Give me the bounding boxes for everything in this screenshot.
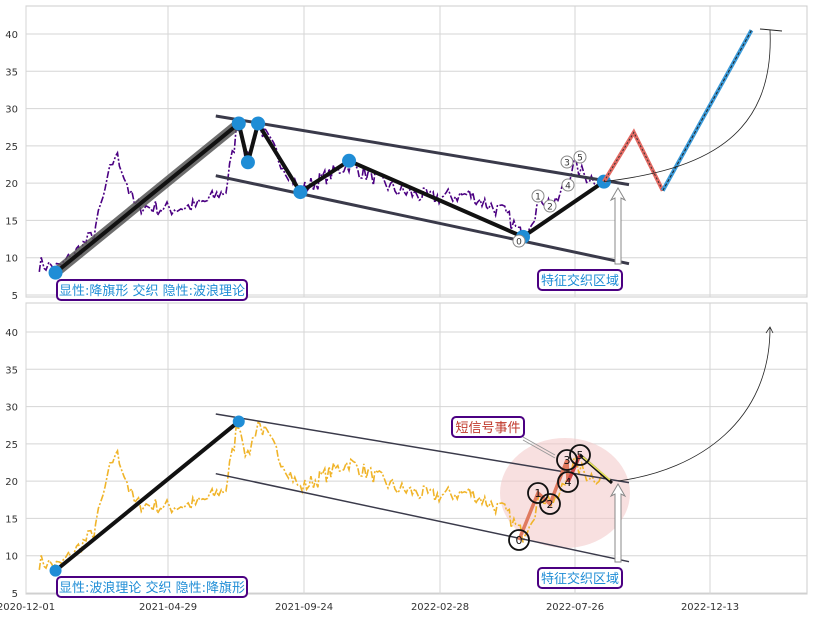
bottom-wave-label: 4 xyxy=(565,476,572,489)
top-pivot-point xyxy=(342,153,357,168)
bottom-wave-label-circle xyxy=(557,471,579,493)
bottom-flag-pole xyxy=(54,419,241,573)
top-y-tick-label: 5 xyxy=(12,291,18,302)
top-wave-label: 5 xyxy=(577,154,583,164)
bottom-price-line xyxy=(38,420,605,571)
top-y-tick-label: 15 xyxy=(5,216,18,227)
top-y-tick-label: 40 xyxy=(5,30,18,41)
bottom-pivot-point xyxy=(232,415,245,428)
top-arc xyxy=(603,29,771,183)
top-target-marker xyxy=(759,28,783,32)
bottom-feature-label-box xyxy=(537,567,623,589)
top-wave-label-circle xyxy=(573,150,587,164)
top-y-tick-label: 35 xyxy=(5,67,18,78)
top-projection-red-core xyxy=(603,131,664,191)
top-pivot-point xyxy=(251,116,266,131)
top-wave-label: 3 xyxy=(564,159,570,169)
top-pivot-point xyxy=(240,155,255,170)
top-plot-area xyxy=(25,5,808,298)
x-tick-label: 2022-02-28 xyxy=(411,602,469,613)
bottom-wave-path xyxy=(566,454,582,483)
bottom-wave-label: 5 xyxy=(577,449,584,462)
bottom-wave-label: 0 xyxy=(516,534,523,547)
top-wave-label-circle xyxy=(543,199,557,213)
top-badge-box xyxy=(56,279,248,301)
top-pivot-point xyxy=(48,265,63,280)
bottom-y-tick-label: 40 xyxy=(5,328,18,339)
top-channel-line xyxy=(215,174,630,266)
top-channel-line xyxy=(215,114,630,187)
x-tick-label: 2021-04-29 xyxy=(139,602,197,613)
bottom-wave-label: 2 xyxy=(547,498,554,511)
bottom-event-label-box xyxy=(451,416,525,438)
bottom-wave-label-circle xyxy=(556,449,578,471)
top-wave-label-circle xyxy=(512,234,526,248)
bottom-event-arrow xyxy=(522,436,556,459)
bottom-y-tick-label: 10 xyxy=(5,552,18,563)
top-y-tick-label: 20 xyxy=(5,179,18,190)
bottom-feature-arrow xyxy=(609,483,627,563)
bottom-wave-path xyxy=(517,459,570,541)
top-wave-label: 2 xyxy=(547,203,553,213)
top-wave-label: 0 xyxy=(516,238,522,248)
top-feature-label: 特征交织区域 xyxy=(541,273,619,289)
top-projection-blue-core xyxy=(662,30,752,191)
bottom-y-tick-label: 35 xyxy=(5,365,18,376)
top-pivot-point xyxy=(293,185,308,200)
top-pivot-point xyxy=(231,116,246,131)
x-tick-label: 2021-09-24 xyxy=(275,602,333,613)
bottom-wave-label-circle xyxy=(527,482,549,504)
bottom-event-label: 短信号事件 xyxy=(455,421,520,436)
bottom-badge-box xyxy=(56,576,248,598)
bottom-channel-line xyxy=(215,472,630,563)
bottom-badge: 显性:波浪理论 交织 隐性:降旗形 xyxy=(59,580,245,596)
top-panel: 5 10 15 20 25 30 35 40 0 12 3 4 5 显性:降旗形 交织 隐性:波浪理论 特征… xyxy=(5,5,808,302)
top-wave-label: 1 xyxy=(535,193,541,203)
bottom-plot-content: 0 12 3 4 5 xyxy=(38,326,774,577)
top-wave-label-circle xyxy=(560,155,574,169)
top-feature-arrow xyxy=(609,187,627,265)
top-wave-label-circle xyxy=(561,178,575,192)
bottom-y-tick-label: 20 xyxy=(5,477,18,488)
x-tick-label: 2020-12-01 xyxy=(0,602,55,613)
top-y-tick-label: 25 xyxy=(5,142,18,153)
bottom-y-tick-label: 5 xyxy=(12,589,18,600)
top-badge: 显性:降旗形 交织 隐性:波浪理论 xyxy=(59,283,245,299)
top-y-tick-label: 30 xyxy=(5,105,18,116)
x-tick-label: 2022-12-13 xyxy=(681,602,739,613)
top-feature-label-box xyxy=(537,269,623,291)
top-y-tick-label: 10 xyxy=(5,254,18,265)
top-wave-label-circle xyxy=(531,189,545,203)
bottom-wave-label-circle xyxy=(539,493,561,515)
bottom-wave-label-circle xyxy=(508,529,530,551)
bottom-feature-label: 特征交织区域 xyxy=(541,571,619,587)
bottom-y-tick-label: 30 xyxy=(5,403,18,414)
bottom-arc xyxy=(617,327,771,482)
bottom-channel-line xyxy=(215,413,630,484)
bottom-arc-head xyxy=(765,326,774,334)
x-tick-label: 2022-07-26 xyxy=(546,602,604,613)
bottom-y-tick-label: 15 xyxy=(5,514,18,525)
top-wave-label: 4 xyxy=(565,182,571,192)
bottom-wave-label: 3 xyxy=(564,454,571,467)
top-plot-content: 0 12 3 4 5 xyxy=(38,28,783,280)
bottom-pivot-point xyxy=(49,564,62,577)
bottom-plot-area xyxy=(25,302,808,595)
bottom-y-tick-label: 25 xyxy=(5,440,18,451)
bottom-wave-label-circle xyxy=(569,444,591,466)
bottom-wave-label: 1 xyxy=(535,487,542,500)
